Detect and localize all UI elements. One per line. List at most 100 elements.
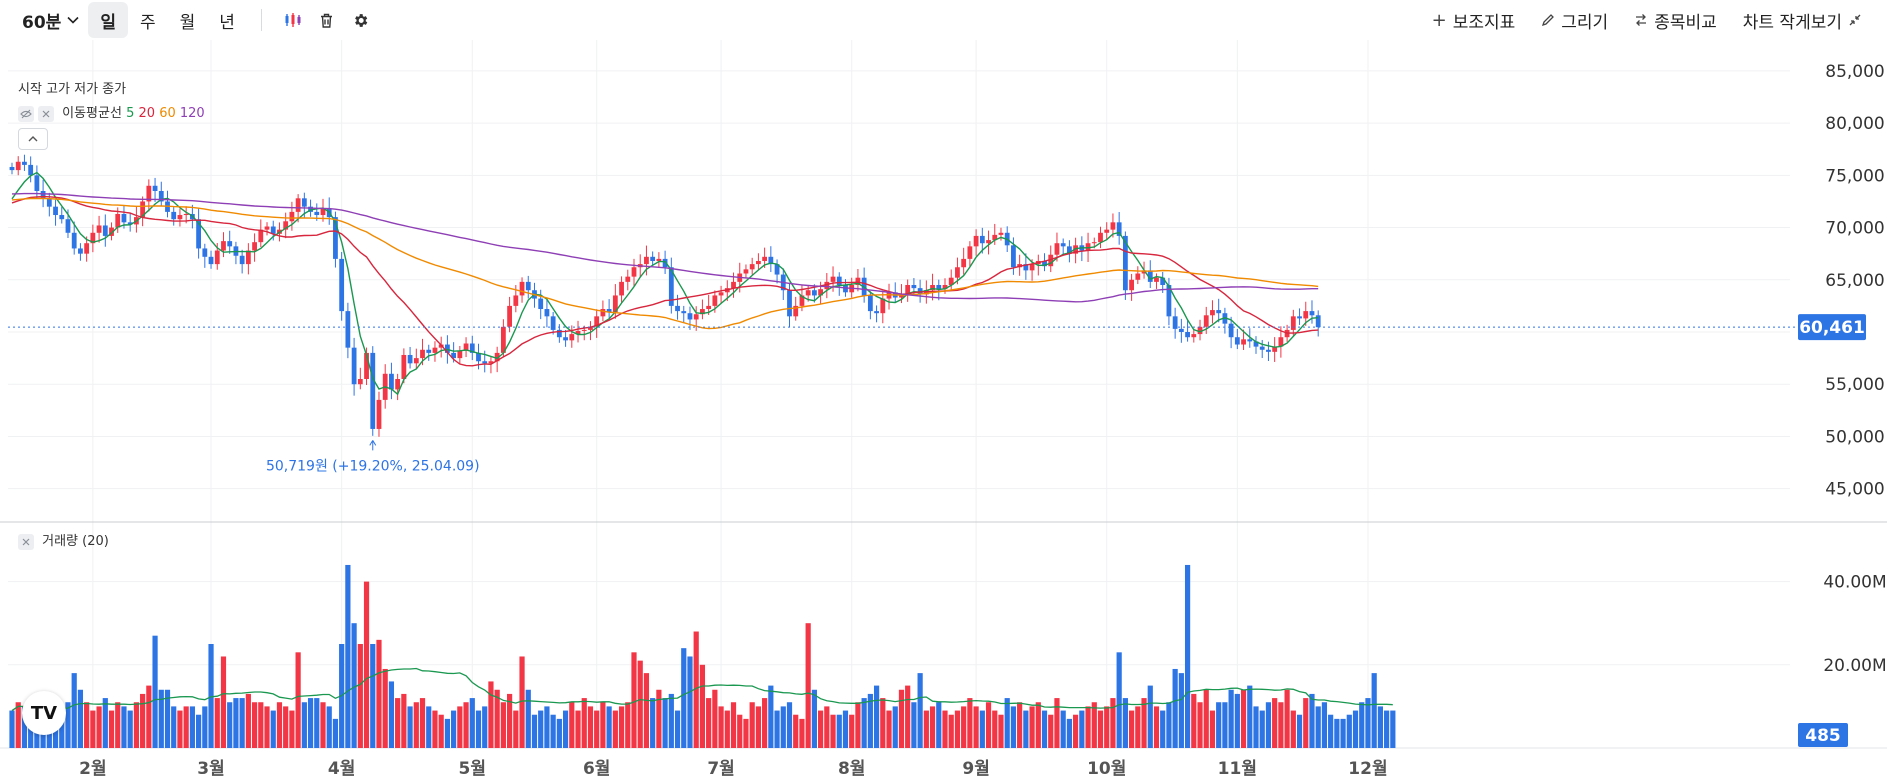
volume-bar-down (164, 689, 171, 748)
candle (102, 214, 108, 247)
time-tick-label: 11월 (1218, 759, 1257, 777)
candle (1004, 226, 1010, 252)
period-tab-month[interactable]: 월 (168, 2, 208, 38)
candle (581, 325, 587, 341)
candle-body (1011, 245, 1016, 268)
candle-body (445, 344, 450, 353)
candle (208, 250, 214, 269)
candle (644, 245, 649, 276)
volume-bar-down (270, 710, 276, 748)
remove-volume-button[interactable] (18, 533, 34, 550)
compare-button[interactable]: 종목비교 (1621, 2, 1730, 38)
candle (675, 294, 680, 320)
candle-body (637, 264, 643, 268)
volume-bar-up (276, 702, 283, 748)
candle-body (152, 185, 158, 191)
candle-body (650, 256, 656, 261)
collapse-legend-button[interactable] (18, 128, 48, 150)
interval-label: 60분 (22, 12, 62, 33)
volume-bar-up (264, 706, 270, 748)
volume-bar-down (202, 706, 208, 748)
candle (1203, 306, 1209, 334)
volume-bar-down (307, 698, 314, 748)
volume-bar-up (730, 702, 737, 748)
volume-bar-up (220, 656, 227, 748)
candle (1029, 259, 1035, 281)
candle-body (221, 241, 226, 251)
candle (140, 196, 146, 227)
volume-bar-up (569, 702, 575, 748)
candle-body (936, 285, 942, 290)
candle (1172, 307, 1178, 339)
remove-ma-button[interactable] (38, 105, 54, 122)
candle-body (1023, 264, 1029, 271)
candle-body (1091, 242, 1097, 244)
volume-bar-down (1147, 685, 1153, 748)
volume-bar-up (824, 706, 830, 748)
interval-selector[interactable]: 60분 (22, 2, 88, 38)
candle-body (127, 222, 133, 225)
candles (9, 154, 1321, 437)
draw-button[interactable]: 그리기 (1528, 2, 1621, 38)
candle (96, 215, 102, 243)
indicators-button[interactable]: + 보조지표 (1419, 2, 1529, 38)
candle (955, 257, 960, 285)
candle-body (1048, 254, 1054, 267)
candle (1048, 245, 1054, 273)
candle-body (1259, 346, 1265, 350)
volume-bar-up (749, 702, 755, 748)
volume-bar-down (873, 685, 880, 748)
delete-drawings-button[interactable] (310, 3, 344, 37)
period-tab-year[interactable]: 년 (207, 2, 247, 38)
candle-body (121, 213, 127, 223)
gear-icon (355, 13, 368, 27)
volume-bar-down (482, 706, 488, 748)
candle (9, 162, 15, 175)
candle-body (34, 175, 40, 191)
candle-body (1253, 341, 1259, 347)
period-tab-day[interactable]: 일 (88, 2, 128, 38)
ma60-line (11, 197, 1319, 330)
candle (1303, 301, 1309, 326)
volume-bar-up (954, 710, 961, 748)
candle (488, 356, 494, 374)
candle (401, 348, 407, 384)
candle-body (134, 217, 139, 225)
volume-bar-down (1228, 689, 1234, 748)
volume-bar-up (183, 706, 189, 748)
volume-bar-down (1122, 698, 1128, 748)
volume-bar-down (1066, 718, 1072, 748)
volume-bar-up (90, 710, 96, 748)
chart-settings-button[interactable] (344, 3, 378, 37)
candle (1110, 213, 1116, 238)
candle-body (28, 164, 34, 176)
time-tick-label: 6월 (583, 759, 610, 777)
volume-bar-down (1004, 698, 1010, 748)
candle (1210, 300, 1215, 324)
candle (687, 306, 693, 330)
toggle-visibility-button[interactable] (18, 105, 34, 122)
toolbar-divider (260, 9, 262, 31)
volume-bar-down (1328, 714, 1334, 748)
candle-body (171, 211, 177, 220)
volume-bar-down (1234, 693, 1240, 748)
candle-body (905, 285, 911, 296)
volume-bar-down (768, 685, 774, 748)
shrink-chart-button[interactable]: 차트 작게보기 (1730, 2, 1875, 38)
period-tab-week[interactable]: 주 (128, 2, 168, 38)
candlestick-icon (285, 13, 301, 27)
candle (482, 350, 488, 373)
volume-bar-down (127, 710, 133, 748)
volume-bar-down (836, 714, 842, 748)
candle-style-button[interactable] (276, 3, 310, 37)
price-tick-label: 50,000 (1825, 427, 1884, 447)
candle (152, 177, 158, 202)
candle (115, 207, 121, 233)
volume-bar-down (1222, 702, 1228, 748)
candle-body (1098, 232, 1103, 243)
candle (811, 284, 817, 303)
volume-bar-up (140, 693, 146, 748)
ma-legend: 이동평균선 5 20 60 120 (18, 102, 205, 122)
volume-bar-down (370, 644, 376, 748)
